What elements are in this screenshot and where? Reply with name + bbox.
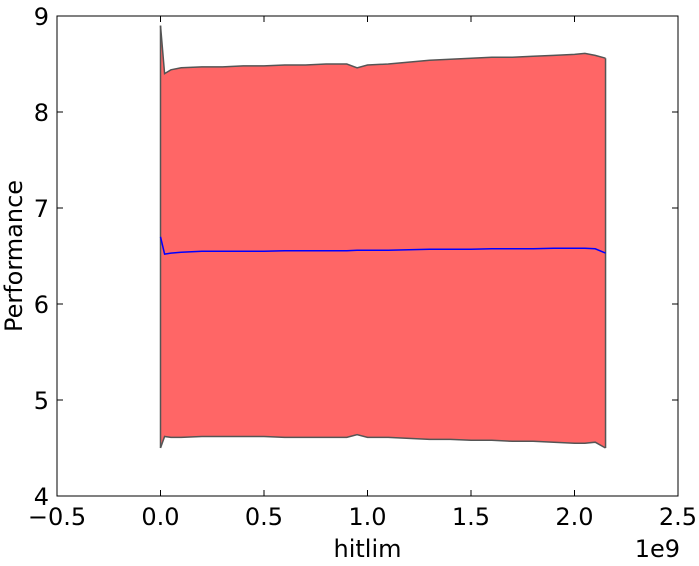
y-tick-label: 7 bbox=[34, 195, 49, 223]
performance-range-band bbox=[160, 25, 606, 448]
x-tick-label: −0.5 bbox=[28, 503, 86, 531]
y-tick-label: 4 bbox=[34, 483, 49, 511]
x-axis: −0.5 0.0 0.5 1.0 1.5 2.0 2.5 bbox=[28, 16, 697, 531]
x-tick-label: 0.0 bbox=[141, 503, 179, 531]
y-tick-label: 9 bbox=[34, 3, 49, 31]
y-axis-label: Performance bbox=[0, 180, 28, 332]
upper-bound-line bbox=[159, 25, 606, 75]
x-tick-label: 1.5 bbox=[452, 503, 490, 531]
y-tick-label: 5 bbox=[34, 387, 49, 415]
x-tick-label: 1.0 bbox=[348, 503, 386, 531]
x-tick-label: 0.5 bbox=[245, 503, 283, 531]
y-tick-label: 8 bbox=[34, 99, 49, 127]
y-tick-label: 6 bbox=[34, 291, 49, 319]
plot-area bbox=[159, 25, 607, 449]
x-tick-label: 2.0 bbox=[555, 503, 593, 531]
x-axis-label: hitlim bbox=[333, 535, 401, 563]
lower-bound-line bbox=[159, 433, 606, 449]
y-axis: 4 5 6 7 8 9 bbox=[34, 3, 678, 511]
x-tick-label: 2.5 bbox=[659, 503, 697, 531]
x-axis-offset-label: 1e9 bbox=[635, 535, 680, 563]
mean-performance-line bbox=[159, 236, 606, 255]
